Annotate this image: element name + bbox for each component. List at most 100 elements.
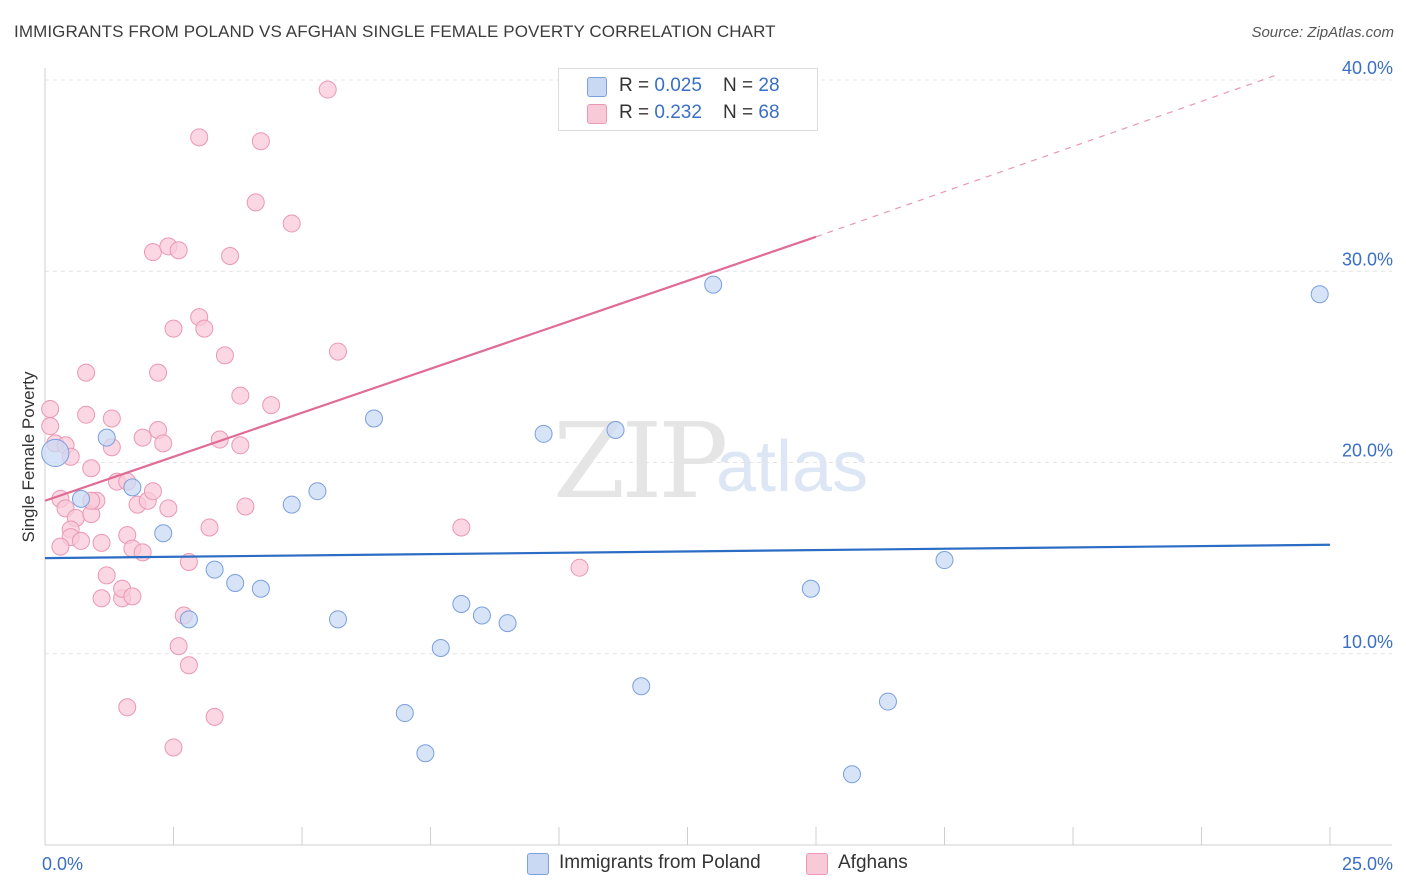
afghan-trend-line <box>44 235 817 502</box>
afghan-point-57 <box>251 132 270 151</box>
poland-point-26 <box>935 551 954 570</box>
poland-point-7 <box>179 610 198 629</box>
afghan-point-60 <box>169 637 188 656</box>
afghan-point-49 <box>205 707 224 726</box>
afghan-r-label: R = <box>619 102 655 123</box>
afghan-point-14 <box>82 459 101 478</box>
poland-point-17 <box>534 424 553 443</box>
afghan-point-28 <box>123 587 142 606</box>
afghan-point-65 <box>452 518 471 537</box>
afghan-point-19 <box>92 589 111 608</box>
poland-point-20 <box>395 704 414 723</box>
poland-point-10 <box>308 482 327 501</box>
bottom-afghan-swatch <box>806 853 828 875</box>
x-tick-label-end: 25.0% <box>1342 854 1393 874</box>
afghan-point-1 <box>41 417 60 436</box>
poland-point-11 <box>328 610 347 629</box>
afghan-point-58 <box>262 396 281 415</box>
afghan-point-30 <box>133 543 152 562</box>
y-tick-label-30: 30.0% <box>1342 249 1393 269</box>
legend-afghan-text: R = 0.232 N = 68 <box>619 102 780 124</box>
afghan-point-62 <box>118 698 137 717</box>
poland-point-15 <box>472 606 491 625</box>
afghan-point-10 <box>51 537 70 556</box>
poland-point-5 <box>205 560 224 579</box>
y-axis-label: Single Female Poverty <box>19 371 38 543</box>
poland-point-19 <box>704 275 723 294</box>
y-tick-label-40: 40.0% <box>1342 58 1393 78</box>
afghan-point-20 <box>102 409 121 428</box>
poland-n-label: N = <box>723 75 759 96</box>
poland-point-3 <box>123 478 142 497</box>
poland-point-0 <box>41 438 70 468</box>
afghan-point-34 <box>149 363 168 382</box>
afghan-point-18 <box>97 566 116 585</box>
afghan-point-59 <box>282 214 301 233</box>
axes <box>44 68 1392 846</box>
afghan-point-17 <box>92 533 111 552</box>
watermark-zip: ZIP <box>553 400 728 522</box>
poland-point-6 <box>226 573 245 592</box>
afghan-point-44 <box>179 656 198 675</box>
poland-point-1 <box>97 428 116 447</box>
poland-point-23 <box>801 579 820 598</box>
poland-point-25 <box>878 692 897 711</box>
afghan-point-66 <box>570 558 589 577</box>
legend-poland-text: R = 0.025 N = 28 <box>619 75 780 97</box>
afghan-r-value: 0.232 <box>654 102 702 123</box>
grid-lines <box>45 79 1392 655</box>
poland-point-27 <box>1310 285 1329 304</box>
x-tick-label-start: 0.0% <box>42 854 83 874</box>
axis-labels: 10.0% 20.0% 30.0% 40.0% 0.0% 25.0% Single Fema… <box>19 58 1393 874</box>
afghan-point-12 <box>77 363 96 382</box>
afghan-n-value: 68 <box>758 102 780 123</box>
afghan-point-40 <box>169 241 188 260</box>
poland-swatch <box>587 77 607 97</box>
y-tick-label-10: 10.0% <box>1342 632 1393 652</box>
afghan-point-53 <box>231 436 250 455</box>
poland-n-value: 28 <box>758 75 780 96</box>
watermark-atlas: atlas <box>716 427 869 507</box>
poland-point-13 <box>431 639 450 658</box>
poland-r-label: R = <box>619 75 655 96</box>
afghan-point-64 <box>328 342 347 361</box>
afghan-point-11 <box>71 531 90 550</box>
afghan-point-54 <box>231 386 250 405</box>
trend-lines <box>44 73 1331 560</box>
poland-point-12 <box>364 409 383 428</box>
chart-title: IMMIGRANTS FROM POLAND VS AFGHAN SINGLE … <box>14 22 776 41</box>
afghan-point-13 <box>77 405 96 424</box>
afghan-point-31 <box>133 428 152 447</box>
poland-point-24 <box>842 765 861 784</box>
afghan-point-0 <box>41 399 60 418</box>
afghan-point-52 <box>221 246 240 265</box>
poland-points <box>41 275 1329 784</box>
afghan-point-38 <box>143 243 162 262</box>
afghan-point-51 <box>215 346 234 365</box>
afghan-points <box>41 80 589 757</box>
afghan-point-63 <box>318 80 337 99</box>
bottom-poland-label: Immigrants from Poland <box>559 852 761 873</box>
poland-point-9 <box>282 495 301 514</box>
poland-point-14 <box>452 595 471 614</box>
afghan-point-48 <box>200 518 219 537</box>
afghan-point-37 <box>159 499 178 518</box>
poland-point-4 <box>154 524 173 543</box>
source-credit: Source: ZipAtlas.com <box>1251 24 1394 41</box>
bottom-poland-swatch <box>527 853 549 875</box>
poland-point-8 <box>251 579 270 598</box>
poland-point-2 <box>71 489 90 508</box>
afghan-point-33 <box>143 482 162 501</box>
afghan-n-label: N = <box>723 102 759 123</box>
afghan-point-47 <box>195 319 214 338</box>
afghan-trend-extension <box>815 73 1279 238</box>
afghan-point-46 <box>190 128 209 147</box>
bottom-afghan-label: Afghans <box>838 852 908 873</box>
afghan-point-36 <box>154 434 173 453</box>
stats-legend: R = 0.025 N = 28 R = 0.232 N = 68 <box>558 68 818 131</box>
afghan-swatch <box>587 104 607 124</box>
afghan-point-55 <box>236 497 255 516</box>
poland-r-value: 0.025 <box>654 75 702 96</box>
afghan-point-41 <box>164 319 183 338</box>
